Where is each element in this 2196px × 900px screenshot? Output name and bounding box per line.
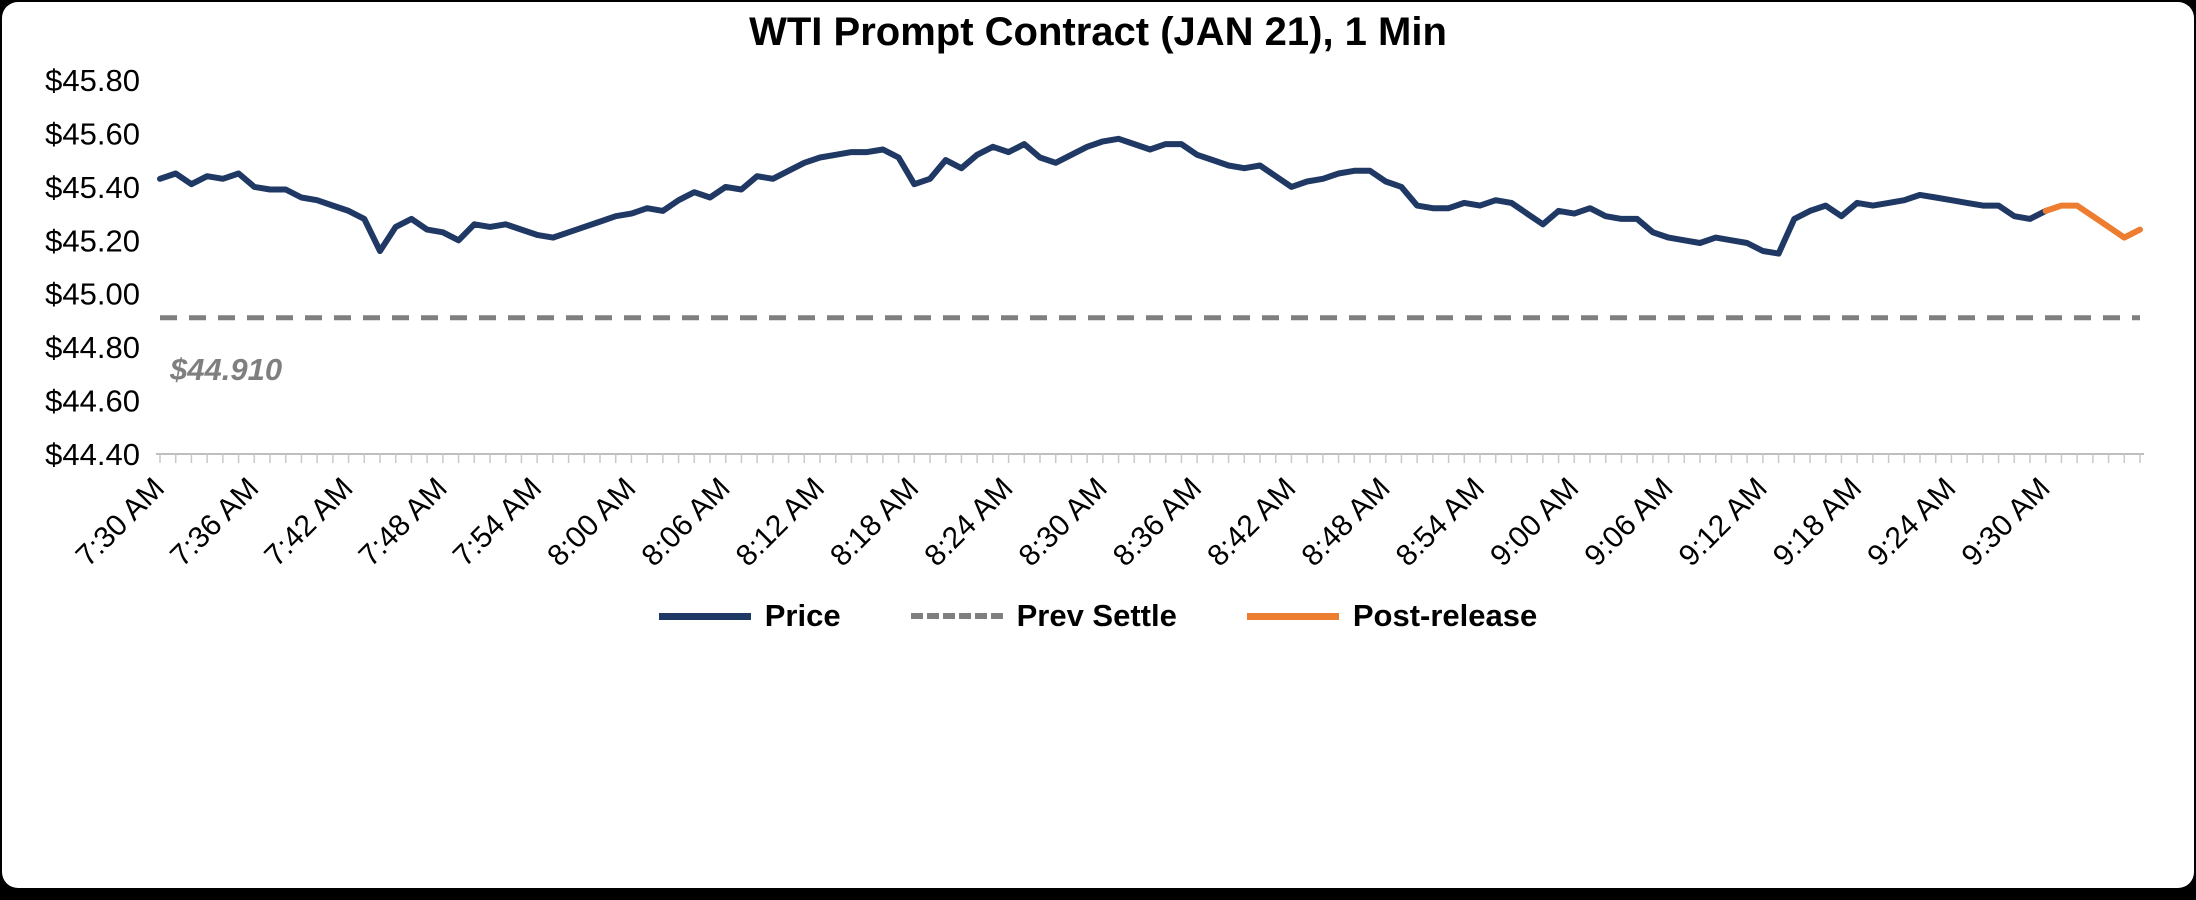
- legend-label-post-release: Post-release: [1352, 598, 1538, 633]
- post-release-line-swatch: [1246, 612, 1339, 620]
- x-tick-label: 8:30 AM: [1013, 472, 1114, 573]
- price-line-swatch: [658, 612, 751, 620]
- y-tick-label: $45.60: [45, 116, 140, 151]
- x-tick-label: 8:54 AM: [1390, 472, 1491, 573]
- legend-item-price: Price: [658, 598, 841, 634]
- x-tick-label: 7:48 AM: [353, 472, 454, 573]
- x-tick-label: 9:00 AM: [1484, 472, 1585, 573]
- x-tick-label: 8:24 AM: [918, 472, 1019, 573]
- y-tick-label: $44.60: [45, 384, 140, 419]
- x-tick-label: 8:12 AM: [730, 472, 831, 573]
- x-tick-label: 9:30 AM: [1955, 472, 2056, 573]
- y-tick-label: $45.40: [45, 170, 140, 205]
- legend-item-prev-settle: Prev Settle: [910, 598, 1177, 634]
- y-tick-label: $44.40: [45, 437, 140, 472]
- legend-label-price: Price: [764, 598, 841, 633]
- y-tick-label: $45.20: [45, 223, 140, 258]
- y-tick-label: $45.80: [45, 63, 140, 98]
- chart-title: WTI Prompt Contract (JAN 21), 1 Min: [749, 10, 1447, 54]
- x-tick-label: 8:48 AM: [1295, 472, 1396, 573]
- y-tick-label: $45.00: [45, 277, 140, 312]
- x-tick-label: 7:42 AM: [258, 472, 359, 573]
- x-tick-label: 8:00 AM: [541, 472, 642, 573]
- x-tick-label: 9:12 AM: [1673, 472, 1774, 573]
- x-tick-label: 7:36 AM: [164, 472, 265, 573]
- x-tick-label: 7:54 AM: [447, 472, 548, 573]
- x-tick-label: 7:30 AM: [70, 472, 171, 573]
- prev-settle-line-swatch: [910, 613, 1003, 619]
- x-tick-label: 8:18 AM: [824, 472, 925, 573]
- legend-label-prev-settle: Prev Settle: [1016, 598, 1177, 633]
- series-line-post-release: [2042, 202, 2143, 241]
- x-tick-label: 9:18 AM: [1767, 472, 1868, 573]
- x-tick-label: 8:06 AM: [635, 472, 736, 573]
- x-tick-label: 8:42 AM: [1201, 472, 1302, 573]
- series-line-price: [157, 135, 2049, 257]
- x-tick-label: 9:06 AM: [1578, 472, 1679, 573]
- y-tick-label: $44.80: [45, 330, 140, 365]
- x-tick-label: 9:24 AM: [1861, 472, 1962, 573]
- prev-settle-annotation: $44.910: [170, 352, 283, 387]
- legend-item-post-release: Post-release: [1246, 598, 1538, 634]
- legend: Price Prev Settle Post-release: [2, 598, 2194, 634]
- x-tick-label: 8:36 AM: [1107, 472, 1208, 573]
